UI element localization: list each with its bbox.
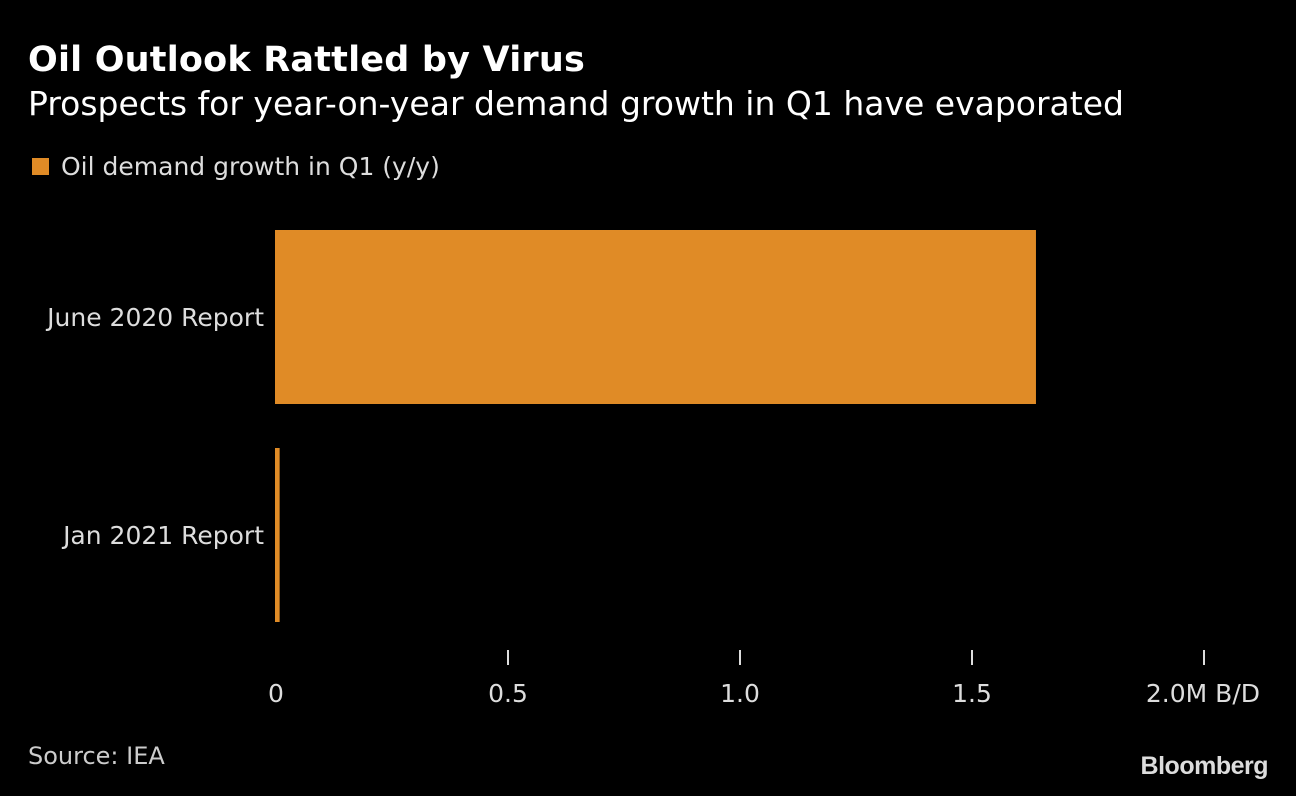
- tick-label: 1.0: [720, 679, 760, 708]
- bloomberg-logo: Bloomberg: [1140, 752, 1269, 780]
- category-labels: June 2020 Report Jan 2021 Report: [45, 303, 264, 550]
- bar-0: [275, 230, 1036, 404]
- legend-label: Oil demand growth in Q1 (y/y): [61, 152, 440, 181]
- bars-group: [275, 230, 1036, 622]
- chart-title: Oil Outlook Rattled by Virus: [28, 40, 586, 80]
- bar-1: [275, 448, 280, 622]
- tick-label: 0.5: [488, 679, 528, 708]
- tick-label: 2.0M B/D: [1146, 679, 1260, 708]
- legend-swatch: [32, 158, 49, 175]
- x-axis: 0 0.5 1.0 1.5 2.0M B/D: [268, 650, 1260, 708]
- category-label: June 2020 Report: [45, 303, 264, 332]
- tick-label: 1.5: [952, 679, 992, 708]
- chart-subtitle: Prospects for year-on-year demand growth…: [28, 84, 1124, 123]
- legend: Oil demand growth in Q1 (y/y): [32, 152, 440, 181]
- tick-label: 0: [268, 679, 284, 708]
- category-label: Jan 2021 Report: [61, 521, 264, 550]
- source-note: Source: IEA: [28, 742, 165, 770]
